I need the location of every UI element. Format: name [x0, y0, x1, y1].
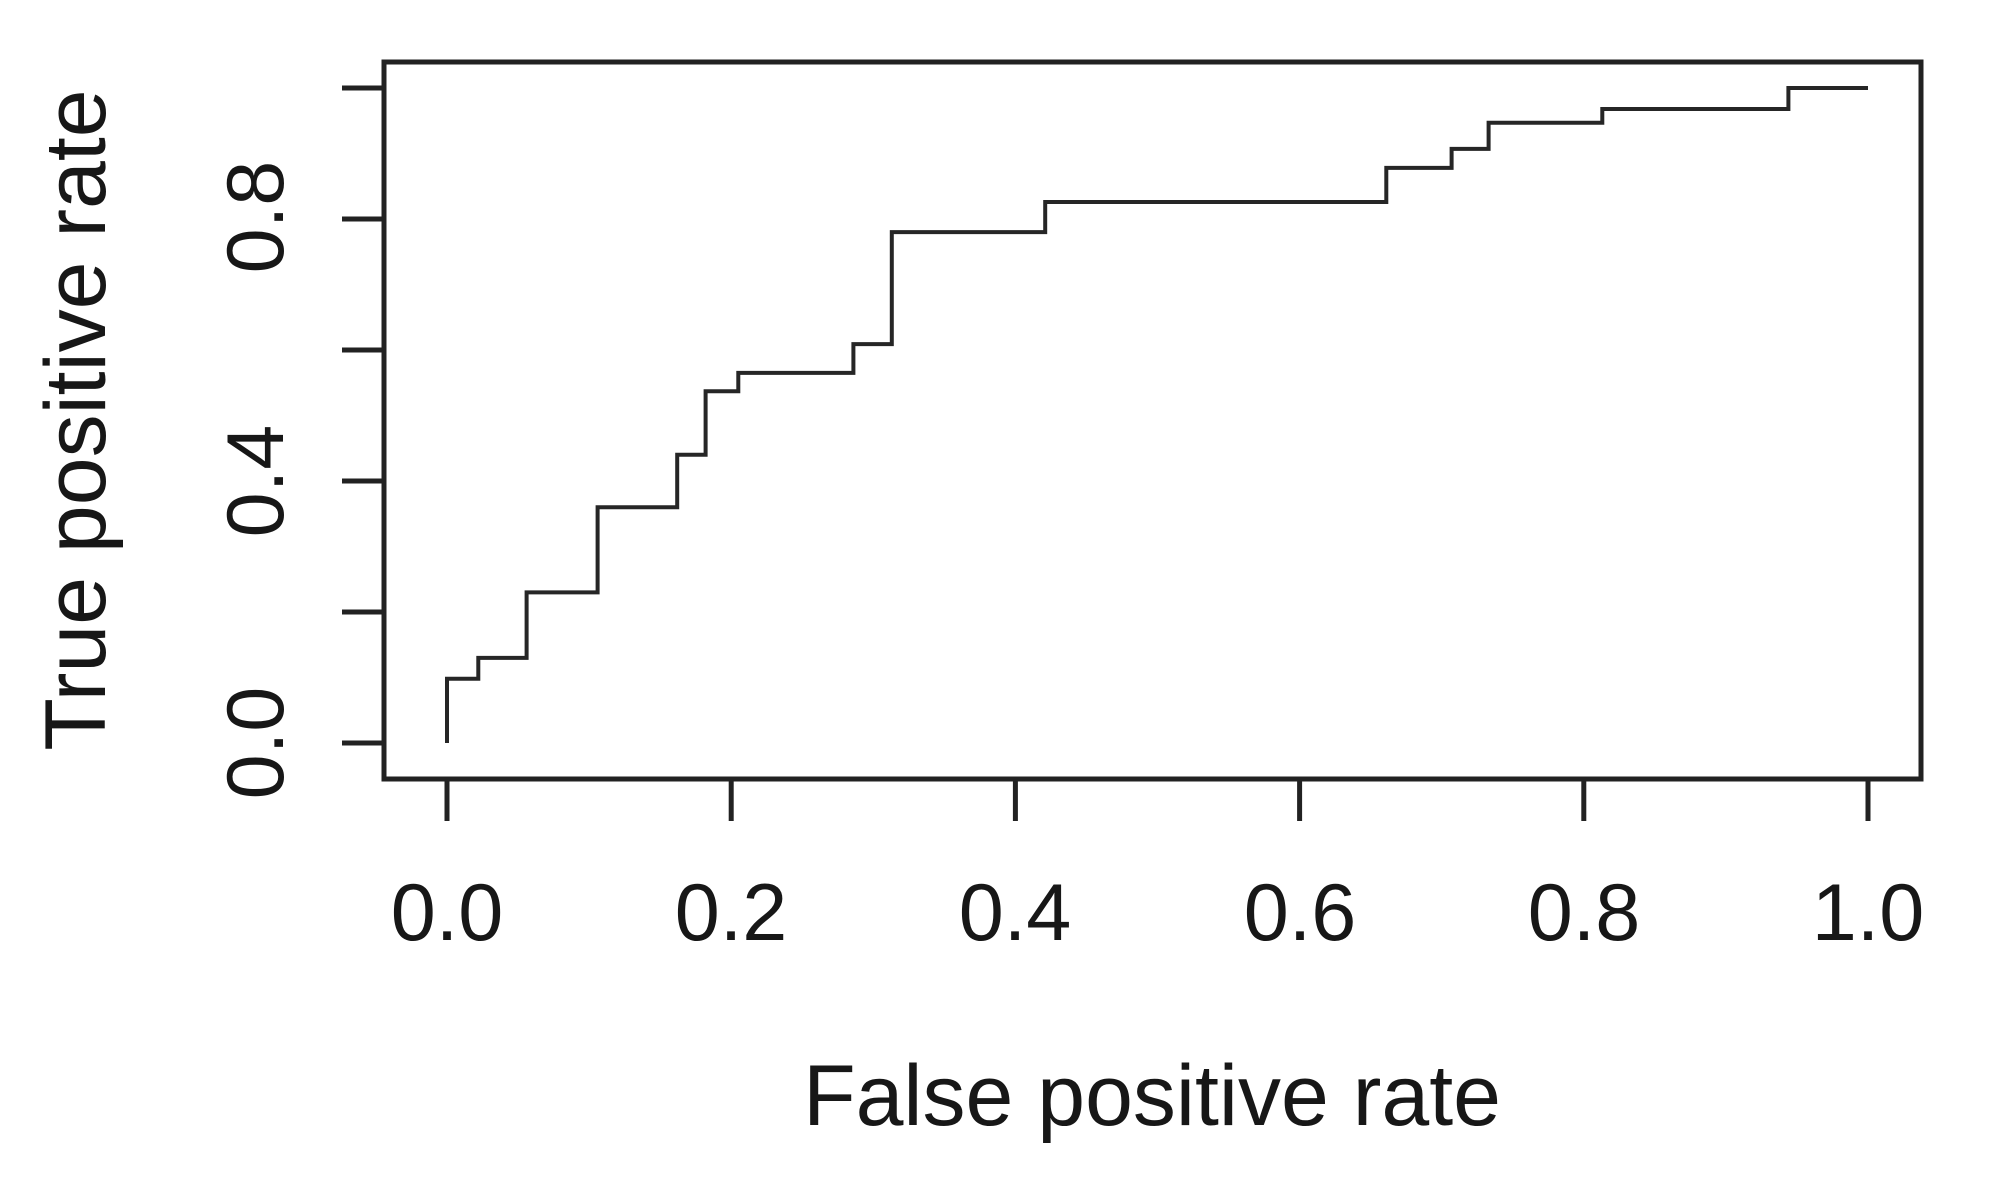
x-tick-label-5: 1.0 [1812, 868, 1925, 958]
x-tick-label-4: 0.8 [1528, 868, 1641, 958]
y-tick-label-04: 0.4 [211, 425, 301, 538]
x-axis-ticks [444, 779, 1871, 821]
x-tick-label-0: 0.0 [391, 868, 504, 958]
y-axis-ticks [342, 85, 384, 746]
y-axis-tick-labels: 0.0 0.4 0.8 [211, 161, 301, 800]
y-tick-label-0: 0.0 [211, 687, 301, 800]
x-axis-tick-labels: 0.0 0.2 0.4 0.6 0.8 1.0 [391, 868, 1925, 958]
x-tick-label-2: 0.4 [959, 868, 1072, 958]
y-tick-label-08: 0.8 [211, 161, 301, 274]
plot-box [381, 59, 1924, 782]
x-tick-label-3: 0.6 [1244, 868, 1357, 958]
y-axis-title: True positive rate [28, 89, 124, 750]
x-axis-title: False positive rate [803, 1048, 1501, 1144]
x-tick-label-1: 0.2 [675, 868, 788, 958]
roc-curve [445, 86, 1868, 743]
